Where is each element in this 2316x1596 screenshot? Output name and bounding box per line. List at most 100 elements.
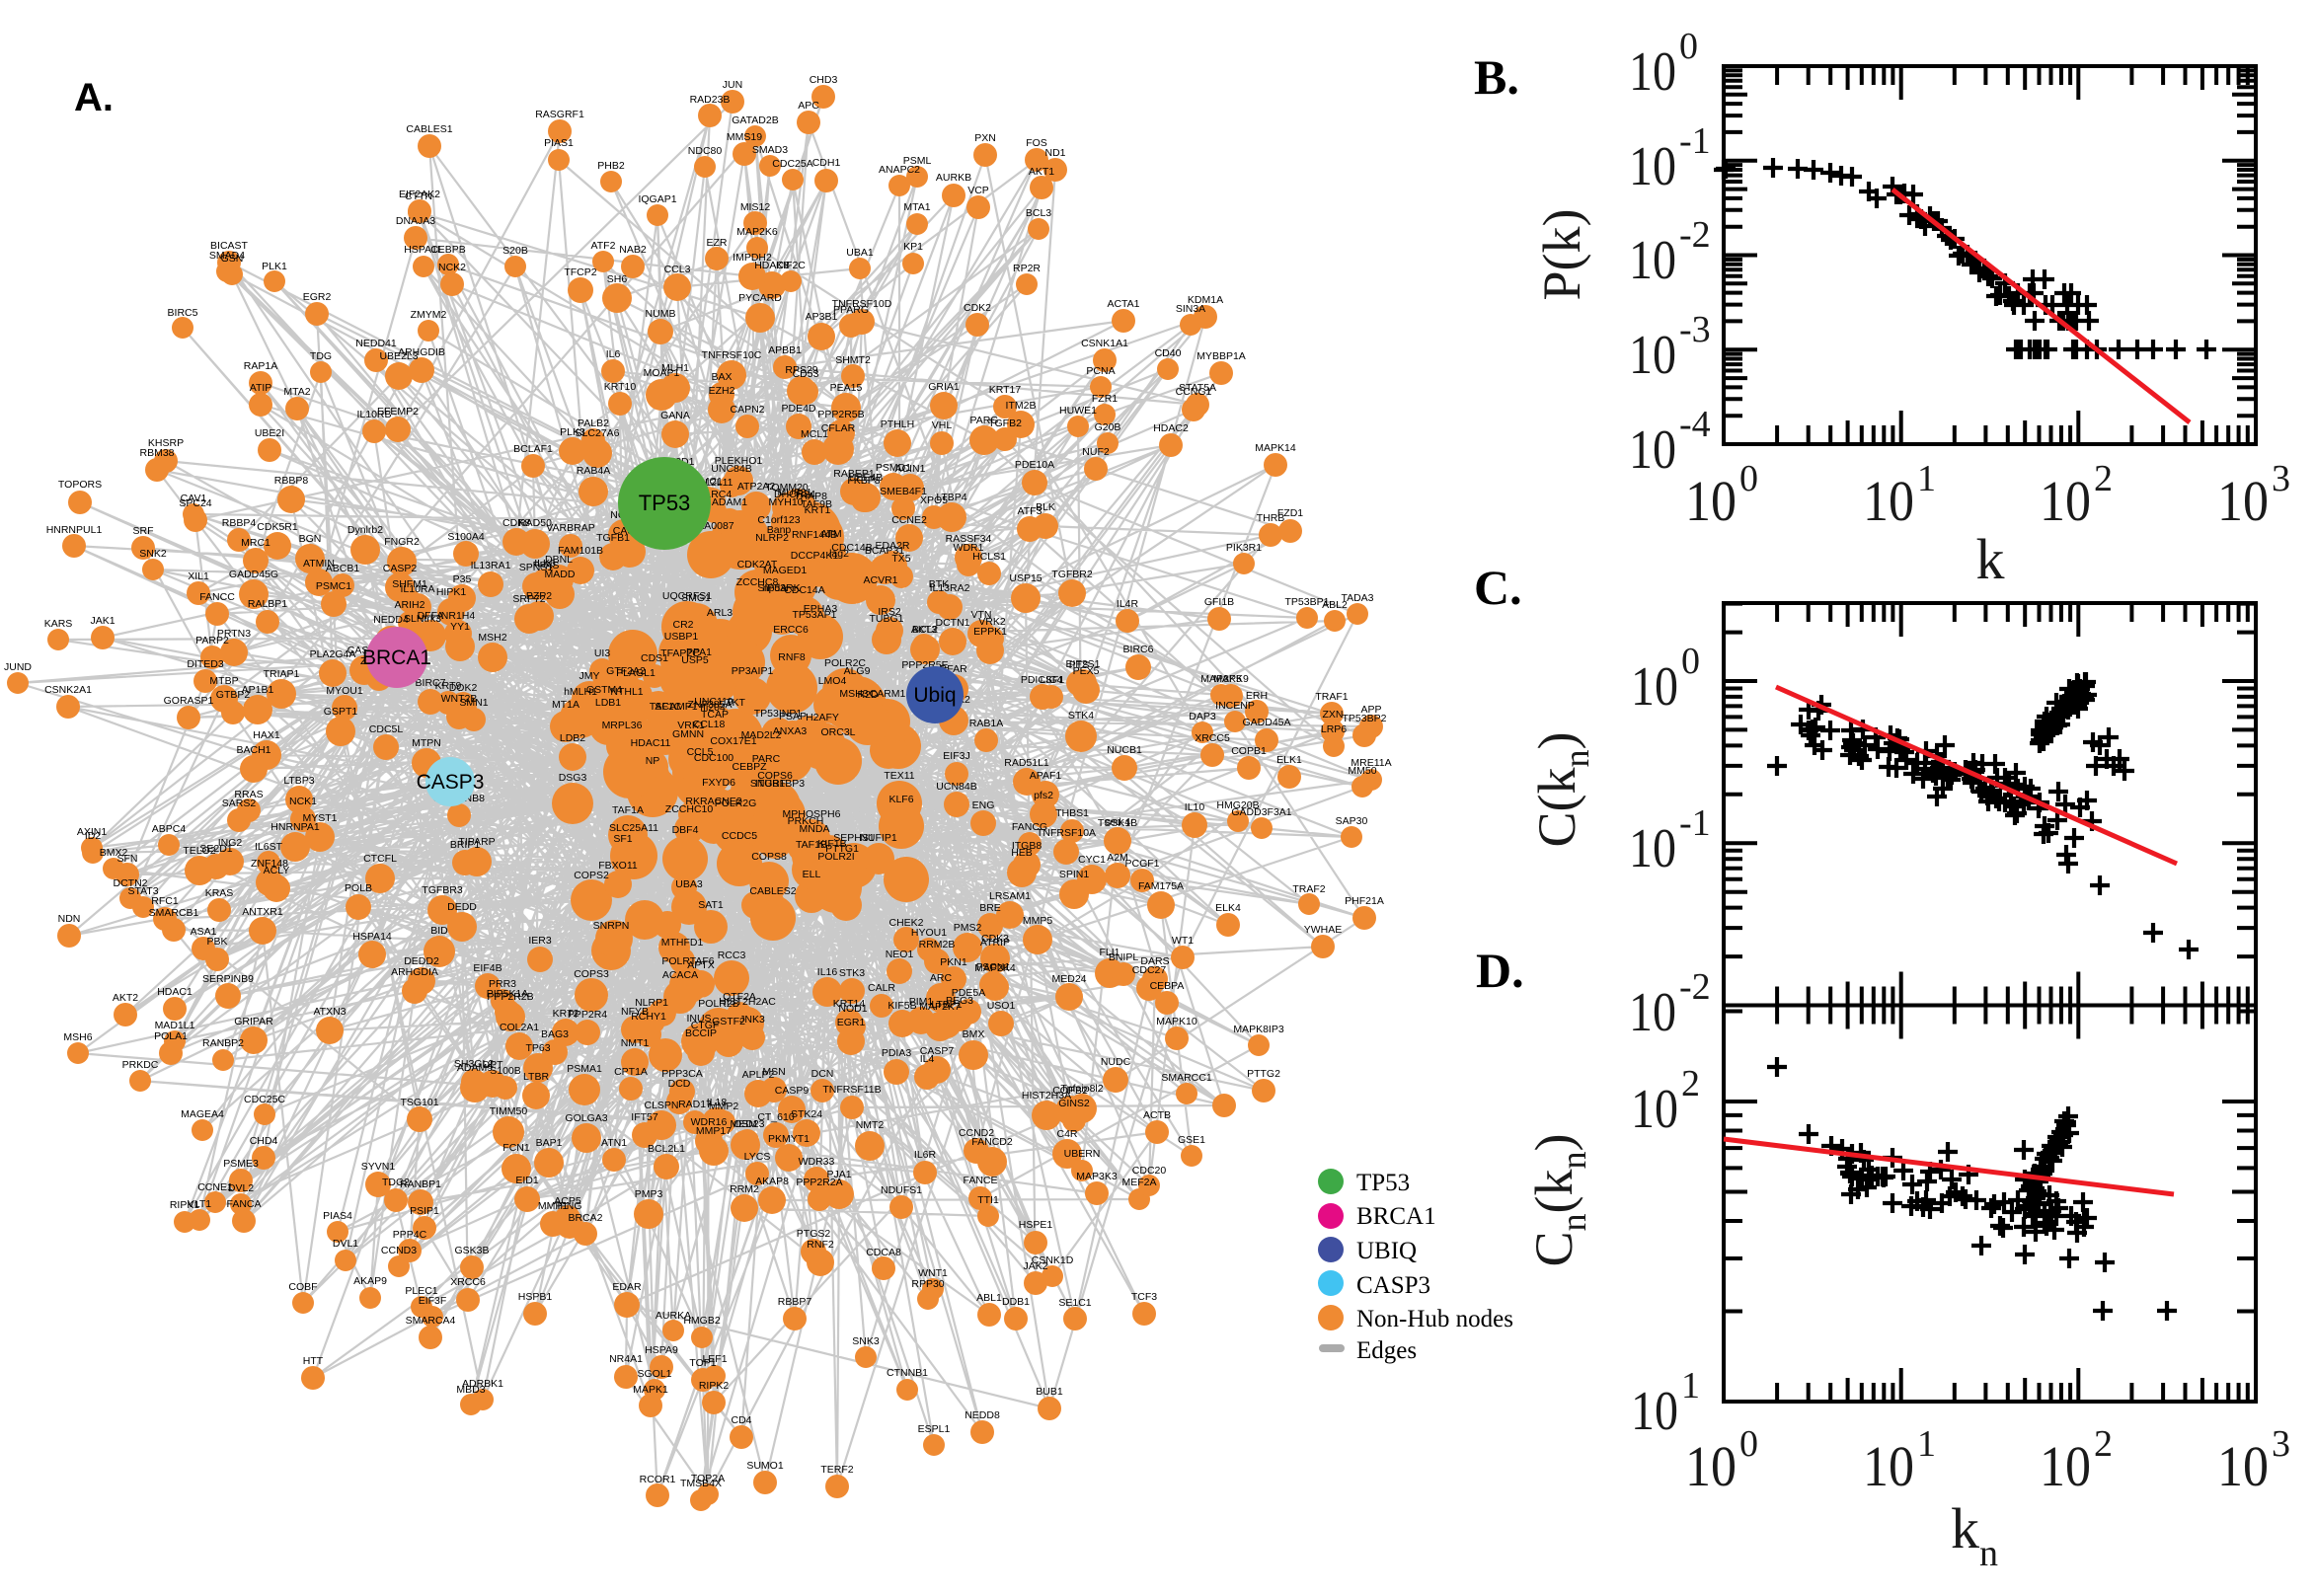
svg-text:CDC100: CDC100 bbox=[694, 752, 733, 764]
svg-text:ZXN: ZXN bbox=[1323, 709, 1344, 721]
svg-text:SMG1: SMG1 bbox=[681, 592, 711, 604]
svg-text:Tnfaip8l2: Tnfaip8l2 bbox=[1060, 1083, 1103, 1095]
svg-text:COPB1: COPB1 bbox=[1231, 745, 1267, 757]
svg-text:KRT17: KRT17 bbox=[989, 384, 1022, 396]
svg-text:HUWE1: HUWE1 bbox=[1059, 405, 1097, 417]
svg-text:ANAPC2: ANAPC2 bbox=[879, 164, 920, 176]
svg-text:VHL: VHL bbox=[932, 419, 953, 431]
svg-text:POLR2C: POLR2C bbox=[824, 657, 866, 669]
svg-text:ADRBK1: ADRBK1 bbox=[462, 1378, 503, 1390]
svg-text:1: 1 bbox=[1681, 1365, 1700, 1406]
svg-text:ARHGDIA: ARHGDIA bbox=[391, 966, 438, 978]
svg-text:KRT10: KRT10 bbox=[604, 381, 637, 393]
svg-text:ABCB1: ABCB1 bbox=[326, 563, 360, 574]
svg-text:-4: -4 bbox=[1679, 404, 1711, 445]
svg-text:PSIP1: PSIP1 bbox=[410, 1205, 439, 1217]
svg-text:PDE4D: PDE4D bbox=[781, 403, 815, 415]
svg-text:RNF8: RNF8 bbox=[778, 651, 806, 663]
svg-text:GMNN: GMNN bbox=[672, 728, 704, 740]
svg-text:BACH1: BACH1 bbox=[236, 744, 270, 756]
svg-text:NLRP1: NLRP1 bbox=[635, 997, 668, 1009]
svg-text:HAX1: HAX1 bbox=[253, 729, 280, 741]
svg-text:KARS: KARS bbox=[44, 618, 73, 630]
svg-text:GRIPAR: GRIPAR bbox=[234, 1016, 273, 1027]
svg-text:GINS2: GINS2 bbox=[1058, 1098, 1090, 1109]
svg-text:RAP1A: RAP1A bbox=[244, 360, 277, 372]
svg-text:UI3: UI3 bbox=[594, 647, 611, 659]
svg-text:IMPDH2: IMPDH2 bbox=[733, 252, 772, 264]
svg-text:BCL2: BCL2 bbox=[912, 624, 938, 636]
svg-text:HDAC8: HDAC8 bbox=[754, 260, 790, 271]
svg-text:RFC1: RFC1 bbox=[151, 895, 179, 907]
svg-text:HMG20B: HMG20B bbox=[1216, 799, 1259, 811]
svg-text:INUS: INUS bbox=[686, 1013, 711, 1025]
svg-text:KRAS: KRAS bbox=[205, 887, 234, 899]
svg-text:TRAF2: TRAF2 bbox=[1292, 883, 1325, 895]
svg-text:MLH1: MLH1 bbox=[661, 362, 689, 374]
svg-text:CABLES1: CABLES1 bbox=[406, 123, 452, 135]
svg-text:GTF2A2: GTF2A2 bbox=[606, 665, 646, 677]
svg-text:CDC20: CDC20 bbox=[1132, 1165, 1167, 1177]
svg-text:Cn(kn): Cn(kn) bbox=[1524, 1134, 1593, 1267]
svg-text:SHMT2: SHMT2 bbox=[835, 354, 871, 366]
svg-text:MAP2K4: MAP2K4 bbox=[974, 962, 1016, 974]
svg-text:ERCC6: ERCC6 bbox=[773, 624, 809, 636]
svg-text:PDIA3: PDIA3 bbox=[882, 1047, 912, 1059]
svg-text:PSML: PSML bbox=[903, 155, 932, 167]
svg-text:AKT1: AKT1 bbox=[1029, 166, 1054, 178]
svg-text:MAGED1: MAGED1 bbox=[763, 565, 808, 576]
svg-text:LIG4: LIG4 bbox=[1041, 674, 1063, 686]
svg-text:DITED3: DITED3 bbox=[187, 658, 224, 670]
svg-text:PPP2R5B: PPP2R5B bbox=[817, 409, 864, 420]
svg-text:MAPK14: MAPK14 bbox=[1255, 442, 1296, 454]
svg-text:PRR3: PRR3 bbox=[489, 978, 516, 990]
svg-text:CTNNB1: CTNNB1 bbox=[887, 1367, 928, 1379]
svg-text:CCL18: CCL18 bbox=[693, 719, 726, 730]
svg-text:CEBPA: CEBPA bbox=[1150, 980, 1185, 992]
svg-text:10: 10 bbox=[1629, 982, 1676, 1043]
svg-text:ITM2B: ITM2B bbox=[1006, 400, 1037, 412]
svg-text:CCND3: CCND3 bbox=[381, 1245, 417, 1256]
svg-text:ADAM1: ADAM1 bbox=[712, 496, 747, 508]
svg-text:BCAP31: BCAP31 bbox=[865, 545, 904, 557]
svg-text:TGFBR3: TGFBR3 bbox=[422, 884, 463, 896]
svg-text:CABLES2: CABLES2 bbox=[749, 885, 796, 897]
svg-text:ENG: ENG bbox=[972, 799, 995, 811]
svg-text:DCTN1: DCTN1 bbox=[935, 617, 969, 629]
svg-text:KIF1B: KIF1B bbox=[817, 838, 846, 850]
svg-text:KRT9: KRT9 bbox=[435, 680, 462, 692]
svg-text:RBBP7: RBBP7 bbox=[778, 1296, 812, 1308]
svg-text:TELO2: TELO2 bbox=[183, 845, 215, 857]
svg-text:IER3: IER3 bbox=[528, 935, 552, 947]
svg-text:2: 2 bbox=[1681, 1063, 1700, 1104]
svg-text:CEBPZ: CEBPZ bbox=[732, 761, 767, 773]
svg-text:10: 10 bbox=[1631, 656, 1678, 718]
svg-text:UQCRFS1: UQCRFS1 bbox=[662, 590, 712, 602]
svg-text:FLI1: FLI1 bbox=[1099, 947, 1119, 958]
svg-text:AP3B1: AP3B1 bbox=[806, 311, 838, 323]
svg-text:RCOR1: RCOR1 bbox=[640, 1474, 676, 1485]
svg-text:3: 3 bbox=[2272, 458, 2290, 499]
svg-text:NUFIP1: NUFIP1 bbox=[860, 832, 897, 844]
svg-text:C4R: C4R bbox=[1056, 1128, 1077, 1140]
svg-text:ARIH2: ARIH2 bbox=[395, 599, 425, 611]
svg-text:NUF2: NUF2 bbox=[1082, 446, 1110, 458]
svg-text:PALB2: PALB2 bbox=[578, 418, 609, 429]
svg-text:10: 10 bbox=[2217, 1434, 2269, 1498]
svg-text:VRK2: VRK2 bbox=[978, 616, 1006, 628]
svg-text:EIF2S1: EIF2S1 bbox=[1065, 658, 1100, 670]
svg-text:hMLH1: hMLH1 bbox=[564, 686, 597, 698]
svg-text:PSMC1: PSMC1 bbox=[316, 580, 351, 592]
svg-text:RCC3: RCC3 bbox=[718, 950, 746, 961]
svg-text:-3: -3 bbox=[1679, 309, 1711, 350]
svg-text:C(kn): C(kn) bbox=[1527, 732, 1596, 848]
svg-text:PTTG1: PTTG1 bbox=[825, 843, 859, 855]
svg-text:MAP2K7: MAP2K7 bbox=[919, 1001, 961, 1013]
svg-text:BMX2: BMX2 bbox=[100, 847, 128, 859]
svg-text:SF1: SF1 bbox=[613, 833, 632, 845]
svg-text:PEA15: PEA15 bbox=[830, 382, 863, 394]
svg-text:10: 10 bbox=[1631, 1079, 1678, 1140]
svg-text:CASP7: CASP7 bbox=[920, 1045, 955, 1057]
svg-text:WT1: WT1 bbox=[1172, 935, 1194, 947]
svg-text:DCTN2: DCTN2 bbox=[113, 877, 147, 889]
